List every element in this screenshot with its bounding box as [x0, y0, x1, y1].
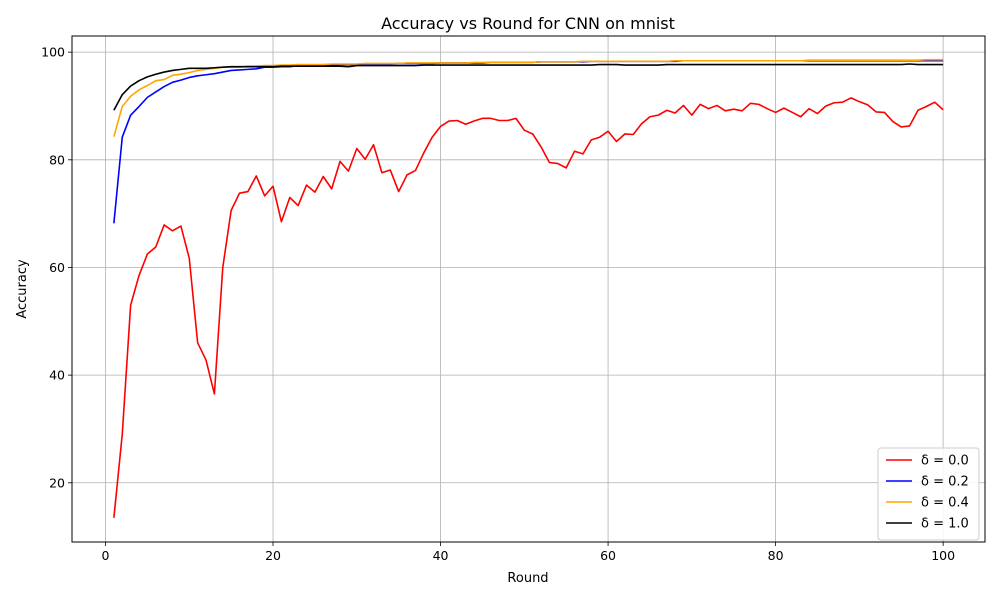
- x-axis-label: Round: [507, 571, 548, 586]
- chart-title: Accuracy vs Round for CNN on mnist: [381, 14, 675, 33]
- x-tick-label: 60: [600, 548, 616, 563]
- legend-label-0: δ = 0.0: [921, 454, 969, 469]
- ticks: 0 20 40 60 80 100 20 40 60 80 100: [41, 45, 955, 563]
- y-axis-label: Accuracy: [15, 259, 30, 319]
- legend: δ = 0.0 δ = 0.2 δ = 0.4 δ = 1.0: [877, 447, 980, 541]
- series-layer: [113, 58, 944, 518]
- series-line-0: [113, 97, 944, 518]
- y-tick-label: 60: [49, 260, 65, 275]
- grid: [72, 36, 985, 542]
- y-tick-label: 100: [41, 45, 65, 60]
- series-line-3: [113, 63, 944, 111]
- y-tick-label: 40: [49, 368, 65, 383]
- legend-label-3: δ = 1.0: [921, 517, 969, 532]
- legend-box: [877, 447, 980, 541]
- x-tick-label: 80: [768, 548, 784, 563]
- x-tick-label: 40: [433, 548, 449, 563]
- plot-frame: [71, 35, 986, 543]
- legend-label-2: δ = 0.4: [921, 496, 969, 511]
- y-tick-label: 20: [49, 475, 65, 490]
- x-tick-label: 100: [931, 548, 955, 563]
- x-tick-label: 0: [102, 548, 110, 563]
- legend-label-1: δ = 0.2: [921, 475, 969, 490]
- x-tick-label: 20: [265, 548, 281, 563]
- y-tick-label: 80: [49, 152, 65, 167]
